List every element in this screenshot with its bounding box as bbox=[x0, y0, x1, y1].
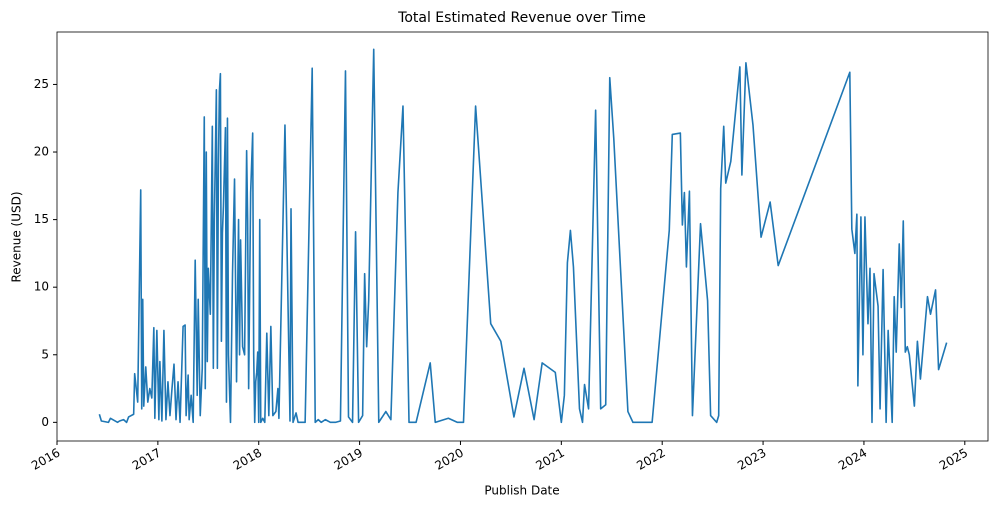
x-tick-label: 2018 bbox=[231, 445, 264, 472]
x-tick-label: 2024 bbox=[836, 445, 869, 472]
y-tick-label: 15 bbox=[34, 212, 49, 226]
x-tick-label: 2021 bbox=[533, 445, 566, 472]
x-tick-label: 2016 bbox=[29, 445, 62, 472]
y-tick-label: 20 bbox=[34, 145, 49, 159]
y-tick-label: 5 bbox=[41, 347, 49, 361]
line bbox=[98, 48, 948, 424]
x-tick-label: 2023 bbox=[735, 445, 768, 472]
x-tick-label: 2022 bbox=[634, 445, 667, 472]
x-tick-label: 2017 bbox=[130, 445, 163, 472]
y-tick-label: 25 bbox=[34, 77, 49, 91]
y-axis-label: Revenue (USD) bbox=[10, 191, 24, 282]
plot-frame bbox=[56, 31, 989, 442]
x-tick-label: 2019 bbox=[332, 445, 365, 472]
x-axis-label: Publish Date bbox=[484, 484, 559, 498]
y-tick-label: 10 bbox=[34, 280, 49, 294]
chart-title: Total Estimated Revenue over Time bbox=[397, 10, 646, 26]
x-tick-label: 2020 bbox=[433, 445, 466, 472]
x-tick-label: 2025 bbox=[937, 445, 970, 472]
y-tick-label: 0 bbox=[41, 415, 49, 429]
